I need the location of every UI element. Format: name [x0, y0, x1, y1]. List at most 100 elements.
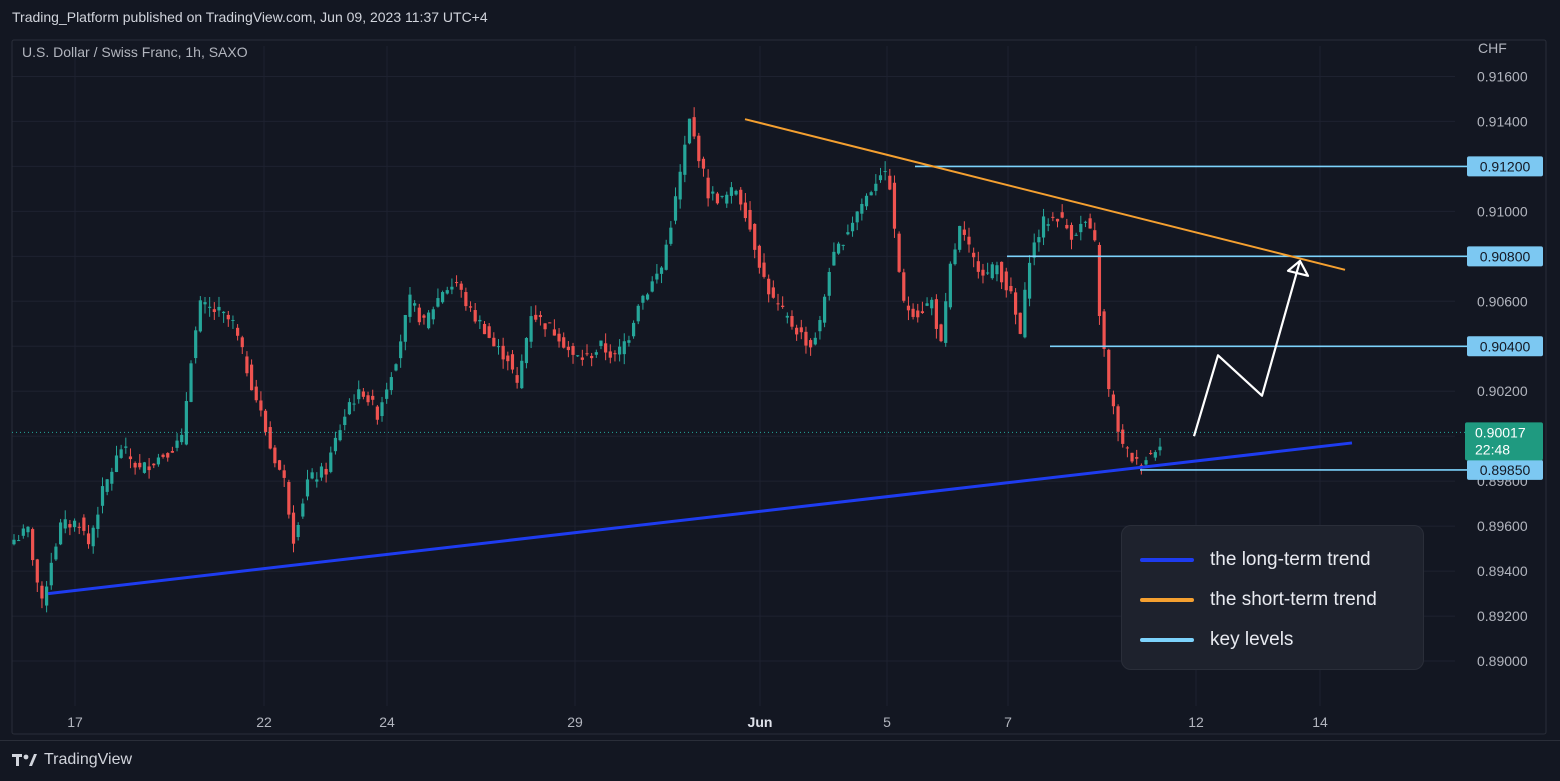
candle-body [301, 503, 305, 517]
candle-body [394, 364, 398, 371]
candle-body [510, 354, 515, 370]
candle [105, 479, 109, 496]
candle-body [925, 303, 929, 306]
candle-body [152, 463, 156, 466]
candle [799, 319, 803, 340]
candle-body [585, 353, 589, 355]
candle-body [548, 322, 552, 324]
candle-body [389, 377, 393, 391]
candle-body [333, 437, 338, 452]
candle-body [729, 187, 734, 196]
candle [194, 326, 198, 364]
x-tick-label: Jun [748, 714, 773, 730]
candle-body [385, 389, 389, 399]
x-tick-label: 29 [567, 714, 583, 730]
candle-body [748, 209, 752, 230]
candle [958, 225, 962, 253]
candle [1055, 218, 1060, 228]
candle [403, 314, 407, 351]
candle-body [366, 395, 370, 403]
candle-body [110, 471, 114, 484]
candle-body [338, 430, 342, 441]
x-tick-label: 12 [1188, 714, 1204, 730]
candle-body [762, 262, 766, 277]
candle [249, 359, 254, 391]
candle-body [63, 519, 67, 529]
candle [1149, 450, 1153, 455]
candle [720, 195, 724, 199]
candle-body [557, 333, 561, 342]
candle-body [580, 357, 584, 360]
candle [21, 524, 25, 539]
candle-body [431, 309, 435, 320]
candle-body [249, 364, 254, 391]
candle-body [790, 316, 794, 327]
candle-body [496, 346, 501, 348]
candle [855, 211, 859, 231]
candle [445, 286, 449, 295]
candle-body [622, 341, 626, 355]
candle-body [203, 302, 207, 305]
candle-body [166, 453, 170, 458]
candle [329, 446, 333, 474]
tradingview-logo[interactable]: TradingView [12, 751, 132, 769]
candle [748, 201, 752, 232]
candle-body [282, 470, 286, 478]
candle-body [1055, 218, 1060, 222]
candle [1018, 312, 1022, 335]
candle [212, 302, 216, 320]
candle [1102, 308, 1106, 357]
candle [962, 221, 966, 241]
candle [1093, 222, 1097, 242]
candle [566, 341, 570, 358]
candle-body [208, 306, 212, 308]
candle [953, 243, 957, 266]
candle [562, 332, 566, 349]
candle [189, 360, 193, 403]
candle [142, 461, 147, 474]
candle-body [1041, 216, 1046, 238]
candle [1097, 242, 1102, 325]
candle-body [986, 272, 990, 274]
candle-body [1149, 452, 1153, 454]
candle [492, 332, 496, 347]
candle [226, 310, 230, 327]
level-badge: 0.90400 [1467, 336, 1543, 357]
candle-body [590, 355, 594, 359]
candle [473, 303, 477, 324]
candle [394, 363, 398, 372]
candle-body [1018, 312, 1022, 334]
candle [930, 297, 934, 316]
candle-body [184, 401, 188, 445]
candle [175, 433, 179, 452]
candle-body [934, 299, 938, 329]
candle [762, 253, 766, 279]
candle [822, 294, 827, 328]
level-badge: 0.89850 [1467, 459, 1543, 480]
candle-body [538, 315, 543, 318]
candle-body [217, 306, 221, 311]
candle-body [850, 222, 855, 232]
candle [948, 261, 952, 310]
candle-body [1125, 447, 1129, 449]
candle [990, 262, 994, 280]
candle [203, 297, 207, 314]
candle [77, 522, 81, 535]
candle [580, 349, 584, 366]
candle [1130, 452, 1134, 464]
x-tick-label: 14 [1312, 714, 1328, 730]
candle [1051, 212, 1055, 222]
candle [86, 524, 91, 549]
candle [128, 448, 133, 469]
candle [832, 242, 836, 266]
candle [776, 293, 780, 311]
candle [524, 337, 529, 369]
candle-body [1009, 285, 1013, 292]
candle [869, 190, 873, 196]
candle-body [124, 446, 128, 448]
candle [972, 247, 976, 268]
candle-body [1121, 429, 1125, 444]
projection-path [1192, 260, 1302, 437]
candle-body [291, 512, 296, 544]
